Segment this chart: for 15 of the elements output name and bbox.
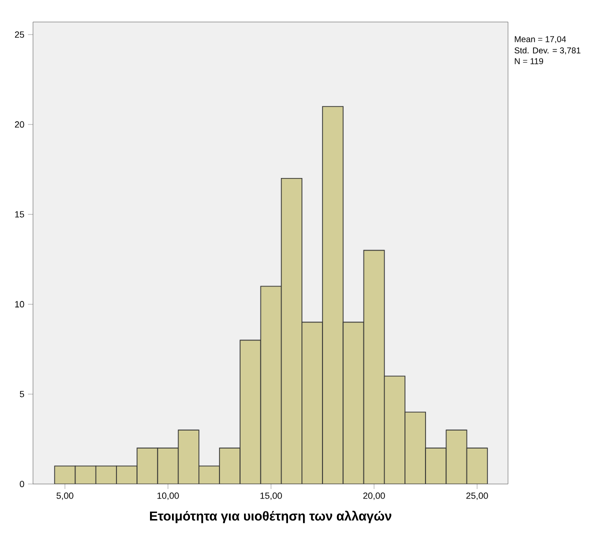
- y-tick-label: 15: [15, 211, 24, 218]
- x-tick-label: 10,00: [157, 492, 179, 500]
- text: Mean = 17,04: [514, 36, 566, 44]
- y-tick-label: 0: [20, 480, 24, 488]
- text: N = 119: [514, 58, 544, 64]
- x-tick-label: 20,00: [363, 492, 385, 500]
- x-tick-label: 25,00: [466, 492, 488, 500]
- y-tick-label: 20: [14, 121, 24, 128]
- x-tick-label: 5,00: [56, 492, 74, 500]
- y-tick-label: 10: [15, 301, 24, 308]
- text: Std. Dev. = 3,781: [514, 47, 580, 54]
- x-axis-title: Ετοιμότητα για υιοθέτηση των αλλαγών: [150, 510, 392, 524]
- y-tick-label: 25: [14, 31, 24, 38]
- y-tick-label: 5: [20, 390, 24, 398]
- x-tick-label: 15,00: [260, 492, 282, 500]
